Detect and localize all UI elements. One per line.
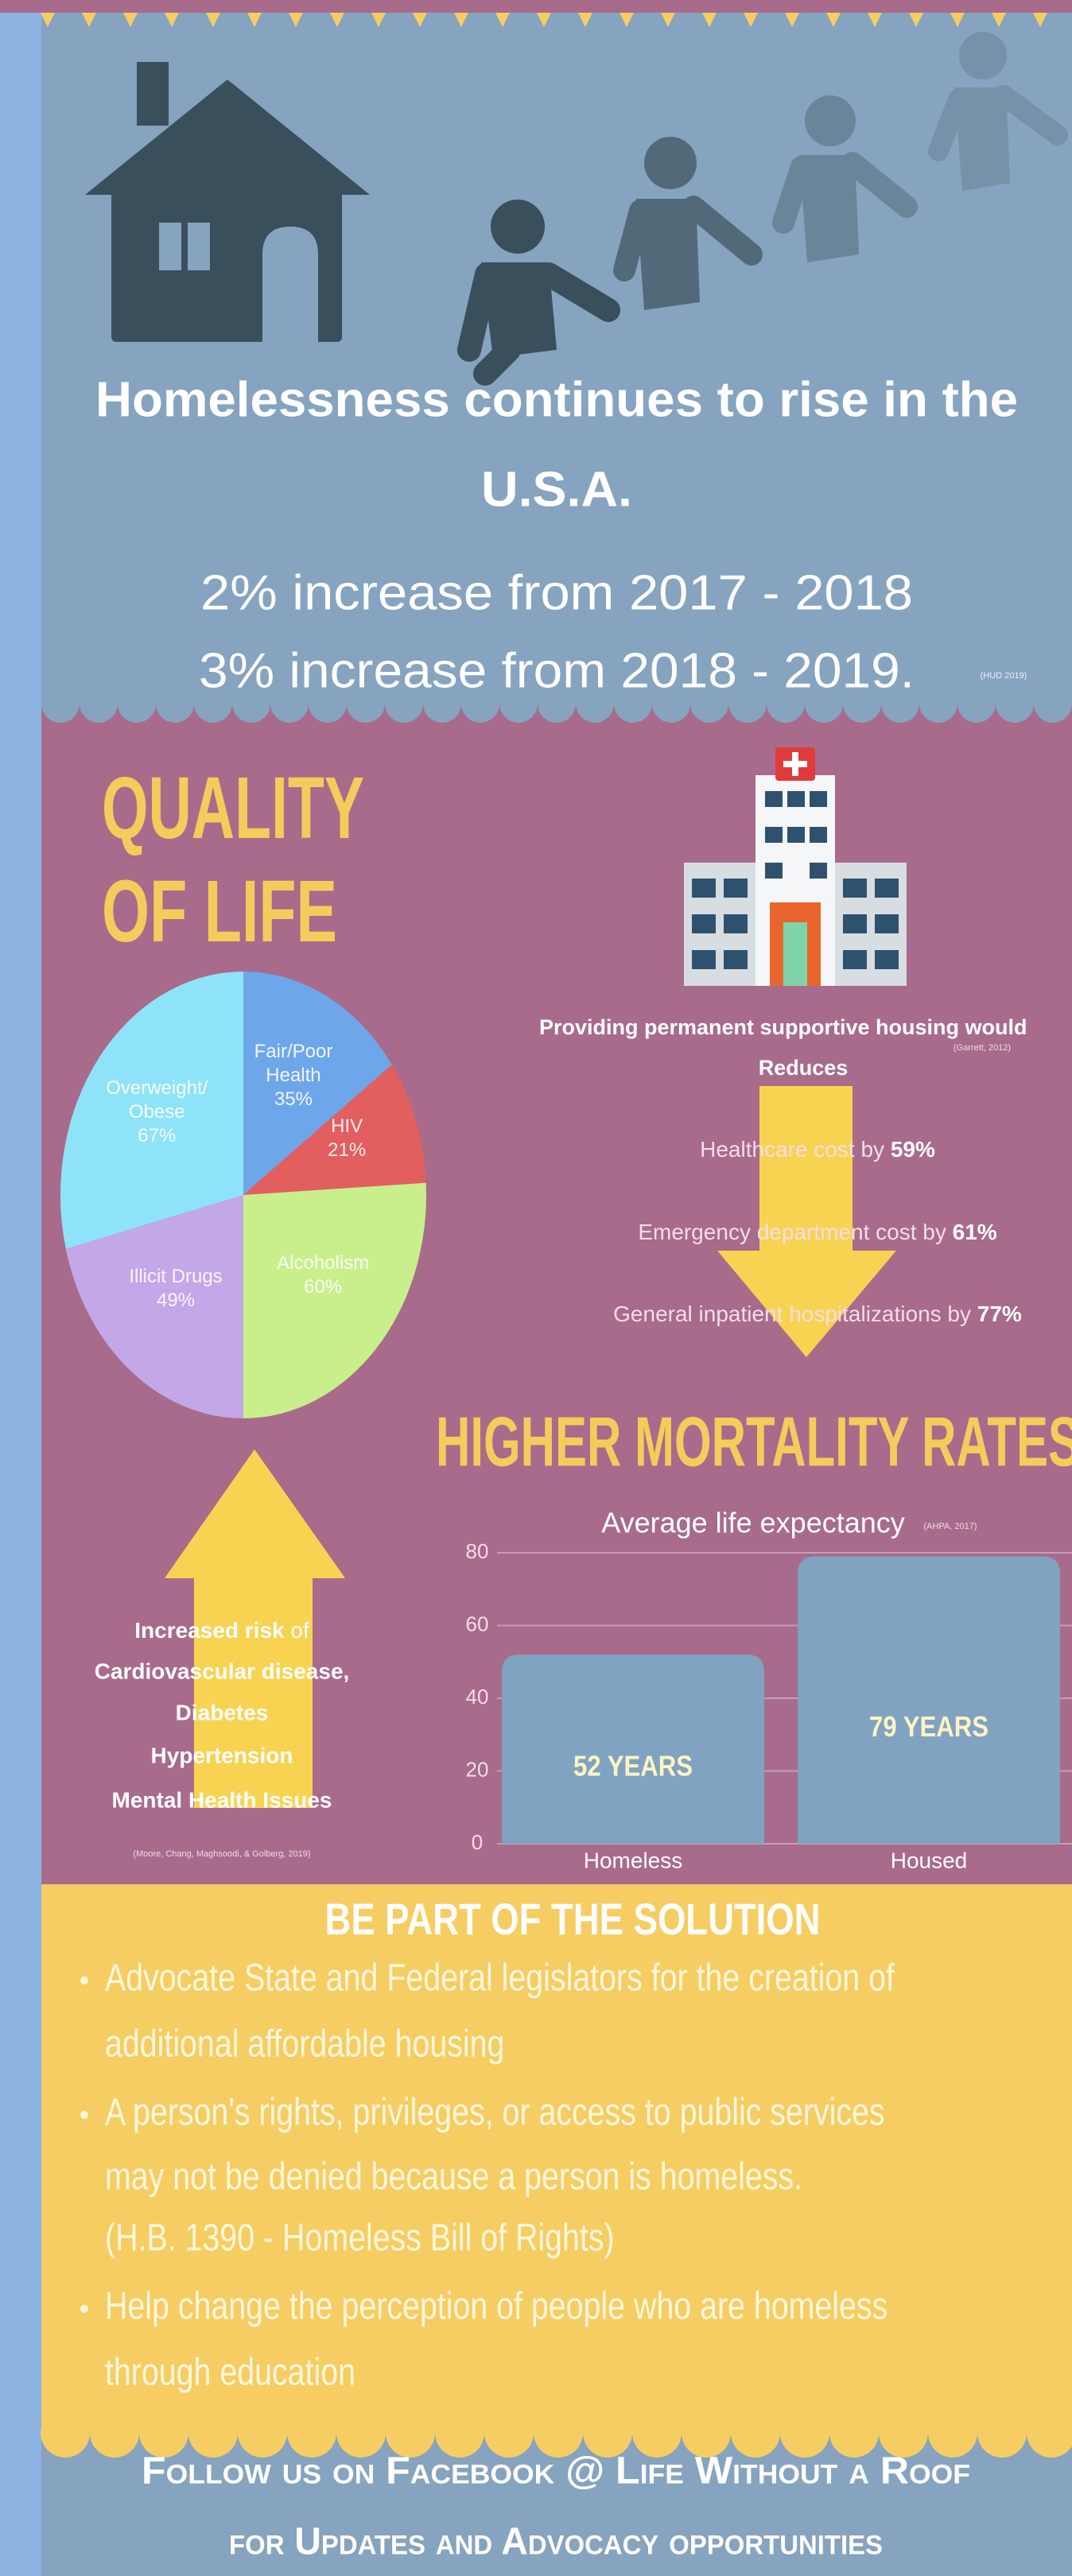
source-note: (AHPA, 2017): [923, 1522, 977, 1531]
pie-label-value: 49%: [124, 1289, 227, 1313]
source-note: (Moore, Chang, Maghsoodi, & Golberg, 201…: [133, 1849, 310, 1859]
scallop: [996, 685, 1034, 723]
y-tick-label: 60: [466, 1612, 489, 1635]
bar-value-label: 52 YEARS: [573, 1749, 693, 1782]
housing-item-percent: 77%: [977, 1302, 1022, 1326]
y-tick-label: 20: [466, 1757, 489, 1781]
pie-label-category: HIV: [295, 1115, 398, 1139]
housing-item-percent: 61%: [953, 1220, 997, 1244]
top-band: [0, 0, 1072, 13]
pie-label-category: Fair/Poor Health: [242, 1040, 345, 1088]
header-stat: 2% increase from 2017 - 2018: [200, 565, 913, 620]
scallop: [1034, 685, 1072, 723]
bullet-text: Help change the perception of people who…: [105, 2285, 888, 2328]
header-title: Homelessness continues to rise in the: [95, 372, 1018, 427]
x-tick-label: Housed: [891, 1848, 968, 1872]
header-stat: 3% increase from 2018 - 2019.: [199, 643, 915, 698]
bullet-text: additional affordable housing: [105, 2023, 504, 2066]
bullet-text: A person's rights, privileges, or access…: [105, 2091, 885, 2134]
section-title: BE PART OF THE SOLUTION: [325, 1894, 821, 1944]
section-title: HIGHER MORTALITY RATES: [436, 1402, 1072, 1480]
pie-label-category: Alcoholism: [271, 1251, 375, 1275]
risk-lead-bold: Increased risk: [134, 1618, 285, 1643]
section-title: QUALITY: [102, 759, 364, 857]
risk-lead-rest: of: [290, 1618, 309, 1643]
chart-title: Average life expectancy: [601, 1507, 905, 1539]
pie-label: Alcoholism60%: [271, 1251, 375, 1299]
housing-subheading: Reduces: [759, 1056, 849, 1080]
bar: [798, 1557, 1060, 1844]
bullet-text: may not be denied because a person is ho…: [105, 2155, 802, 2198]
source-note: (Garrett, 2012): [954, 1043, 1011, 1053]
scallop: [90, 2408, 139, 2458]
housing-item: Emergency department cost by 61%: [638, 1220, 996, 1244]
pie-label: Overweight/ Obese67%: [105, 1077, 208, 1148]
source-note: (HUD 2019): [981, 671, 1027, 681]
footer-text: for Updates and Advocacy opportunities: [229, 2521, 883, 2563]
footer-text: Follow us on Facebook @ Life Without a R…: [142, 2450, 970, 2493]
risk-item: Hypertension: [151, 1743, 293, 1767]
housing-item-text: Emergency department cost by: [638, 1220, 946, 1244]
scallop: [80, 685, 118, 723]
housing-item: Healthcare cost by 59%: [700, 1137, 935, 1162]
housing-item-text: Healthcare cost by: [700, 1137, 884, 1162]
pie-chart: [60, 972, 426, 1418]
pie-label-category: Overweight/ Obese: [105, 1077, 208, 1124]
header-title: U.S.A.: [481, 462, 632, 517]
infographic: Homelessness continues to rise in the U.…: [0, 0, 1072, 2576]
pie-label-category: Illicit Drugs: [124, 1265, 227, 1289]
x-tick-label: Homeless: [584, 1848, 682, 1872]
y-tick-label: 80: [466, 1539, 489, 1563]
housing-item: General inpatient hospitalizations by 77…: [613, 1302, 1022, 1326]
scallop: [41, 685, 80, 723]
section-title: OF LIFE: [102, 863, 337, 960]
bullet-text: Advocate State and Federal legislators f…: [105, 1957, 895, 2000]
bullet-dot: [80, 1977, 88, 1984]
risk-item: Cardiovascular disease,: [95, 1658, 350, 1683]
bullet-text: (H.B. 1390 - Homeless Bill of Rights): [105, 2217, 615, 2260]
scallop: [919, 685, 957, 723]
scallop: [156, 685, 194, 723]
scallop: [957, 685, 996, 723]
y-tick-label: 0: [472, 1830, 483, 1854]
scallop: [41, 2408, 90, 2458]
pie-label-value: 60%: [271, 1275, 375, 1299]
scallop: [977, 2408, 1027, 2458]
housing-item-percent: 59%: [891, 1137, 935, 1162]
bar-value-label: 79 YEARS: [869, 1710, 988, 1743]
risk-item: Mental Health Issues: [112, 1787, 332, 1812]
bullet-text: through education: [105, 2351, 355, 2394]
y-tick-label: 40: [466, 1685, 489, 1709]
pie-label-value: 67%: [105, 1124, 208, 1148]
scallop: [118, 685, 156, 723]
risk-lead: Increased risk of: [134, 1618, 309, 1643]
pie-label-value: 21%: [295, 1139, 398, 1162]
bullet-dot: [80, 2111, 88, 2119]
housing-heading: Providing permanent supportive housing w…: [539, 1015, 1027, 1039]
housing-item-text: General inpatient hospitalizations by: [613, 1302, 971, 1326]
bullet-dot: [80, 2305, 88, 2313]
risk-item: Diabetes: [176, 1700, 269, 1724]
pie-label-value: 35%: [242, 1088, 345, 1111]
